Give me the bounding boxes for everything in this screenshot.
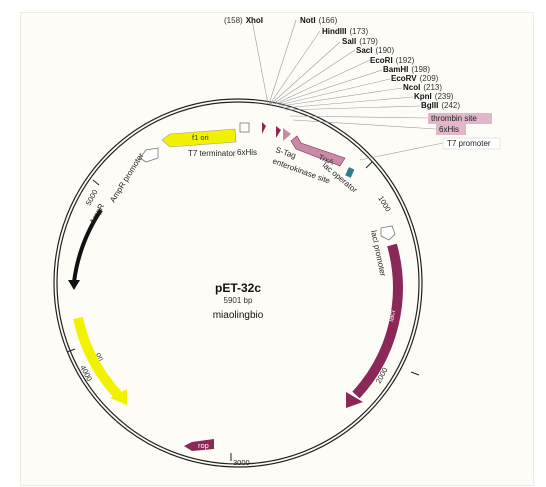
t7-terminator-label: T7 terminator (188, 149, 236, 158)
trxa-arrow (290, 135, 346, 167)
t7-terminator-box (239, 122, 250, 133)
backbone-outer (53, 98, 423, 468)
plasmid-length: 5901 bp (224, 296, 253, 305)
s-tag-marker (276, 126, 281, 138)
site-bglii: BglII (242) (421, 101, 460, 110)
his-tag-label: 6xHis (439, 125, 459, 134)
laci-promoter-arrow (380, 225, 396, 241)
his-tag-marker (262, 122, 266, 134)
laci-arrow-body (352, 243, 403, 399)
site-bamhi: BamHI (198) (383, 65, 430, 74)
ampr-promoter-label: AmpR promoter (108, 151, 146, 204)
t7-promoter-label: T7 promoter (447, 139, 491, 148)
site-leader-lines (251, 19, 444, 161)
site-noti: NotI (166) (300, 16, 338, 25)
site-ecorv: EcoRV (209) (391, 74, 439, 83)
tagged-feature-labels: thrombin site 6xHis T7 promoter (428, 113, 501, 150)
site-ecori: EcoRI (192) (370, 56, 415, 65)
tick-marks (66, 161, 420, 461)
ampr-arrow-body (72, 208, 103, 283)
tick-label-3000: 3000 (233, 458, 250, 467)
laci-arrow-head (346, 392, 363, 408)
rop-arrow (184, 439, 214, 451)
site-sali: SalI (179) (342, 37, 378, 46)
his-tag-bg (436, 124, 466, 135)
top-feature-cluster: f1 ori T7 terminator 6xHis S-Tag enterok… (161, 122, 359, 195)
thrombin-tag-bg (428, 113, 492, 124)
tick-label-1000: 1000 (376, 194, 392, 213)
ampr-promoter-arrow (139, 147, 159, 163)
f1-ori-label: f1 ori (192, 133, 209, 142)
ori-arrow-body (73, 316, 122, 399)
rop-label: rop (198, 441, 209, 450)
plasmid-name: pET-32c (215, 281, 261, 295)
site-hindiii: HindIII (173) (322, 27, 368, 36)
site-ncoi: NcoI (213) (403, 83, 442, 92)
site-saci: SacI (190) (356, 46, 394, 55)
ori-label: ori (94, 351, 106, 363)
laci-label: lacI (386, 309, 397, 322)
site-kpni: KpnI (239) (414, 92, 454, 101)
ampr-arrow-head (68, 280, 80, 290)
ori-arrow-head (110, 389, 127, 405)
restriction-site-labels: (158) XhoI NotI (166) HindIII (173) SalI (17… (224, 16, 460, 110)
enterokinase-marker (283, 128, 291, 141)
site-xhoi: (158) XhoI (224, 16, 263, 25)
lac-operator-marker (345, 167, 355, 178)
backbone-inner (56, 101, 420, 465)
t7-promoter-tag-bg (442, 137, 501, 150)
thrombin-site-label: thrombin site (431, 114, 477, 123)
his-tag-feature-label: 6xHis (237, 148, 257, 157)
plasmid-author: miaolingbio (213, 310, 264, 321)
f1-ori-arrow (161, 128, 237, 148)
